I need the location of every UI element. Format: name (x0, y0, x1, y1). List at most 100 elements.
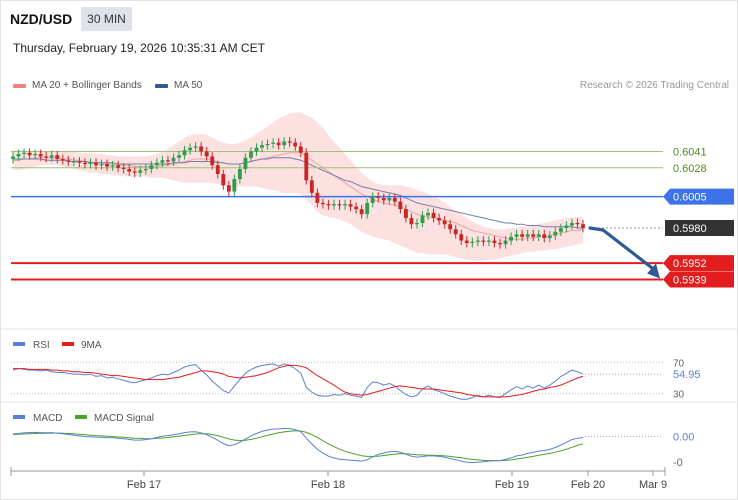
candle-body (387, 197, 392, 201)
candle-body (332, 204, 336, 206)
legend-ma50: MA 50 (155, 80, 202, 91)
candle-body (337, 204, 342, 206)
candle-body (188, 147, 193, 151)
ma50-swatch (155, 83, 168, 88)
symbol-title: NZD/USD (10, 11, 73, 27)
rsi-line (12, 363, 584, 400)
candle-body (298, 146, 303, 153)
candle-body (326, 204, 331, 206)
candle-body (304, 152, 309, 181)
candle-body (210, 156, 215, 166)
candle-body (71, 161, 76, 163)
candle-body (83, 162, 87, 164)
candle-body (110, 165, 115, 167)
candle-body (215, 165, 220, 175)
candle-body (475, 240, 480, 242)
candle-body (121, 167, 126, 170)
candle-body (127, 169, 132, 172)
pivot-label-box-2 (663, 188, 734, 205)
candle-body (581, 224, 585, 228)
candle-body (116, 165, 121, 168)
macd-tick-1: -0 (673, 457, 683, 469)
candle-body (558, 228, 563, 232)
candle-body (464, 240, 469, 244)
candle-body (431, 212, 436, 218)
rsi-ma-swatch (62, 342, 74, 346)
macd-line (12, 427, 584, 464)
legend-ma20: MA 20 + Bollinger Bands (13, 80, 142, 91)
candle-body (171, 157, 176, 162)
candle-body (575, 222, 580, 225)
macd-signal-line (12, 430, 584, 462)
forecast-arrow-line (588, 226, 656, 272)
candle-body (547, 235, 552, 239)
candle-body (193, 146, 198, 148)
candle-body (99, 164, 104, 166)
support-label-box-5 (663, 271, 734, 288)
candle-body (426, 212, 430, 216)
legend-ma50-label: MA 50 (174, 80, 203, 91)
candle-body (348, 204, 353, 207)
candle-body (403, 209, 408, 218)
datetime-label: Thursday, February 19, 2026 10:35:31 AM … (13, 41, 265, 55)
candle-body (249, 151, 253, 158)
candle-body (160, 160, 165, 163)
candle-body (182, 150, 187, 156)
candle-body (381, 197, 386, 201)
x-tick-label-2: Feb 19 (495, 479, 529, 491)
price-pane: 0.6041 0.6028 0.6005 0.5980 0.5952 0.5939 (11, 112, 734, 288)
candle-body (536, 234, 541, 237)
candle-body (94, 162, 98, 166)
candle-body (470, 241, 475, 244)
candle-body (204, 151, 209, 157)
copyright: Research © 2026 Trading Central (579, 80, 729, 91)
candle-body (531, 234, 536, 237)
support-label-4: 0.5952 (673, 258, 707, 270)
candle-body (448, 224, 453, 230)
candle-body (359, 209, 364, 215)
candle-body (38, 153, 43, 157)
candle-body (254, 147, 259, 152)
candle-body (49, 155, 54, 158)
candle-body (437, 217, 442, 221)
candle-body (520, 234, 525, 237)
candle-body (55, 155, 60, 159)
candle-body (509, 236, 513, 241)
candle-body (143, 169, 148, 171)
macd-signal-legend-label: MACD Signal (94, 413, 154, 424)
x-tick-label-0: Feb 17 (127, 479, 161, 491)
candle-body (66, 160, 71, 162)
rsi-tick-1: 30 (673, 390, 685, 401)
candles (11, 137, 585, 249)
macd-pane: MACD MACD Signal 0.00 -0 (12, 413, 694, 469)
candle-body (221, 174, 226, 186)
candle-body (287, 141, 292, 143)
candle-body (199, 146, 204, 152)
candle-body (105, 164, 110, 167)
candle-body (525, 234, 530, 237)
candle-body (276, 142, 281, 146)
candle-body (293, 142, 298, 147)
timeframe-badge[interactable]: 30 MIN (81, 7, 132, 31)
candle-body (166, 160, 170, 162)
macd-swatch (13, 415, 25, 419)
ma20-swatch (13, 83, 26, 88)
support-label-5: 0.5939 (673, 274, 707, 286)
candle-body (320, 202, 325, 205)
candle-body (453, 229, 458, 235)
candle-body (553, 231, 558, 236)
macd-tick-0: 0.00 (673, 431, 694, 443)
resistance-label-0: 0.6041 (673, 146, 707, 158)
candle-body (88, 162, 93, 164)
x-tick-label-1: Feb 18 (311, 479, 345, 491)
candle-body (226, 185, 231, 192)
candle-body (569, 222, 574, 226)
candle-body (354, 206, 359, 210)
x-tick-label-3: Feb 20 (571, 479, 605, 491)
legend-ma20-label: MA 20 + Bollinger Bands (32, 80, 142, 91)
bollinger-band-area (13, 112, 583, 261)
candle-body (370, 196, 375, 203)
candle-body (138, 170, 143, 173)
x-axis: Feb 17 Feb 18 Feb 19 Feb 20 Mar 9 (10, 467, 667, 491)
candle-body (27, 152, 32, 156)
